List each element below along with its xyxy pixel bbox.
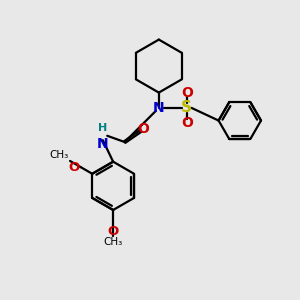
Text: O: O: [181, 116, 193, 130]
Text: N: N: [97, 137, 109, 151]
Text: CH₃: CH₃: [103, 237, 123, 247]
Text: O: O: [107, 225, 119, 238]
Text: O: O: [181, 85, 193, 100]
Text: H: H: [98, 123, 107, 134]
Text: S: S: [181, 100, 192, 116]
Text: O: O: [137, 122, 149, 136]
Text: O: O: [68, 160, 79, 174]
Text: N: N: [153, 101, 165, 115]
Text: CH₃: CH₃: [49, 150, 69, 160]
